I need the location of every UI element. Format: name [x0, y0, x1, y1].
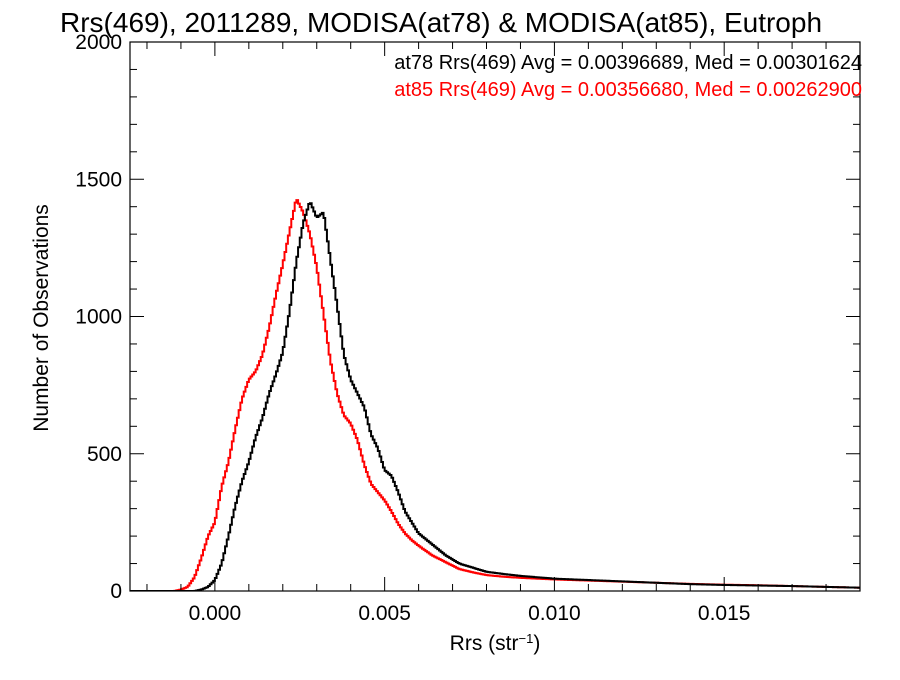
plot-frame-rect — [129, 41, 861, 592]
x-axis-label-superscript: −1 — [519, 631, 534, 646]
chart-title: Rrs(469), 2011289, MODISA(at78) & MODISA… — [60, 7, 822, 38]
x-tick-label: 0.005 — [358, 602, 411, 625]
x-axis-label-base: Rrs (str — [450, 632, 519, 655]
x-axis-label: Rrs (str−1) — [450, 631, 541, 656]
x-tick-labels: 0.000 0.005 0.010 0.015 — [189, 602, 751, 625]
series-line-at78 — [130, 202, 860, 591]
x-tick-label: 0.010 — [528, 602, 581, 625]
y-tick-label: 0 — [110, 580, 122, 603]
axis-ticks — [130, 41, 861, 592]
x-tick-label: 0.000 — [189, 602, 242, 625]
legend: at78 Rrs(469) Avg = 0.00396689, Med = 0.… — [394, 52, 862, 101]
series-layer — [130, 199, 860, 591]
plot-frame — [129, 41, 861, 592]
y-tick-label: 1500 — [75, 168, 122, 191]
x-tick-label: 0.015 — [698, 602, 751, 625]
series-line-at85 — [130, 199, 860, 591]
x-axis-label-close: ) — [533, 632, 540, 655]
y-tick-labels: 0 500 1000 1500 2000 — [75, 31, 122, 603]
y-tick-label: 500 — [87, 443, 122, 466]
y-tick-label: 2000 — [75, 31, 122, 54]
legend-entry-at85: at85 Rrs(469) Avg = 0.00356680, Med = 0.… — [394, 79, 862, 101]
y-tick-label: 1000 — [75, 306, 122, 329]
legend-entry-at78: at78 Rrs(469) Avg = 0.00396689, Med = 0.… — [394, 52, 862, 74]
y-axis-label: Number of Observations — [30, 204, 53, 432]
